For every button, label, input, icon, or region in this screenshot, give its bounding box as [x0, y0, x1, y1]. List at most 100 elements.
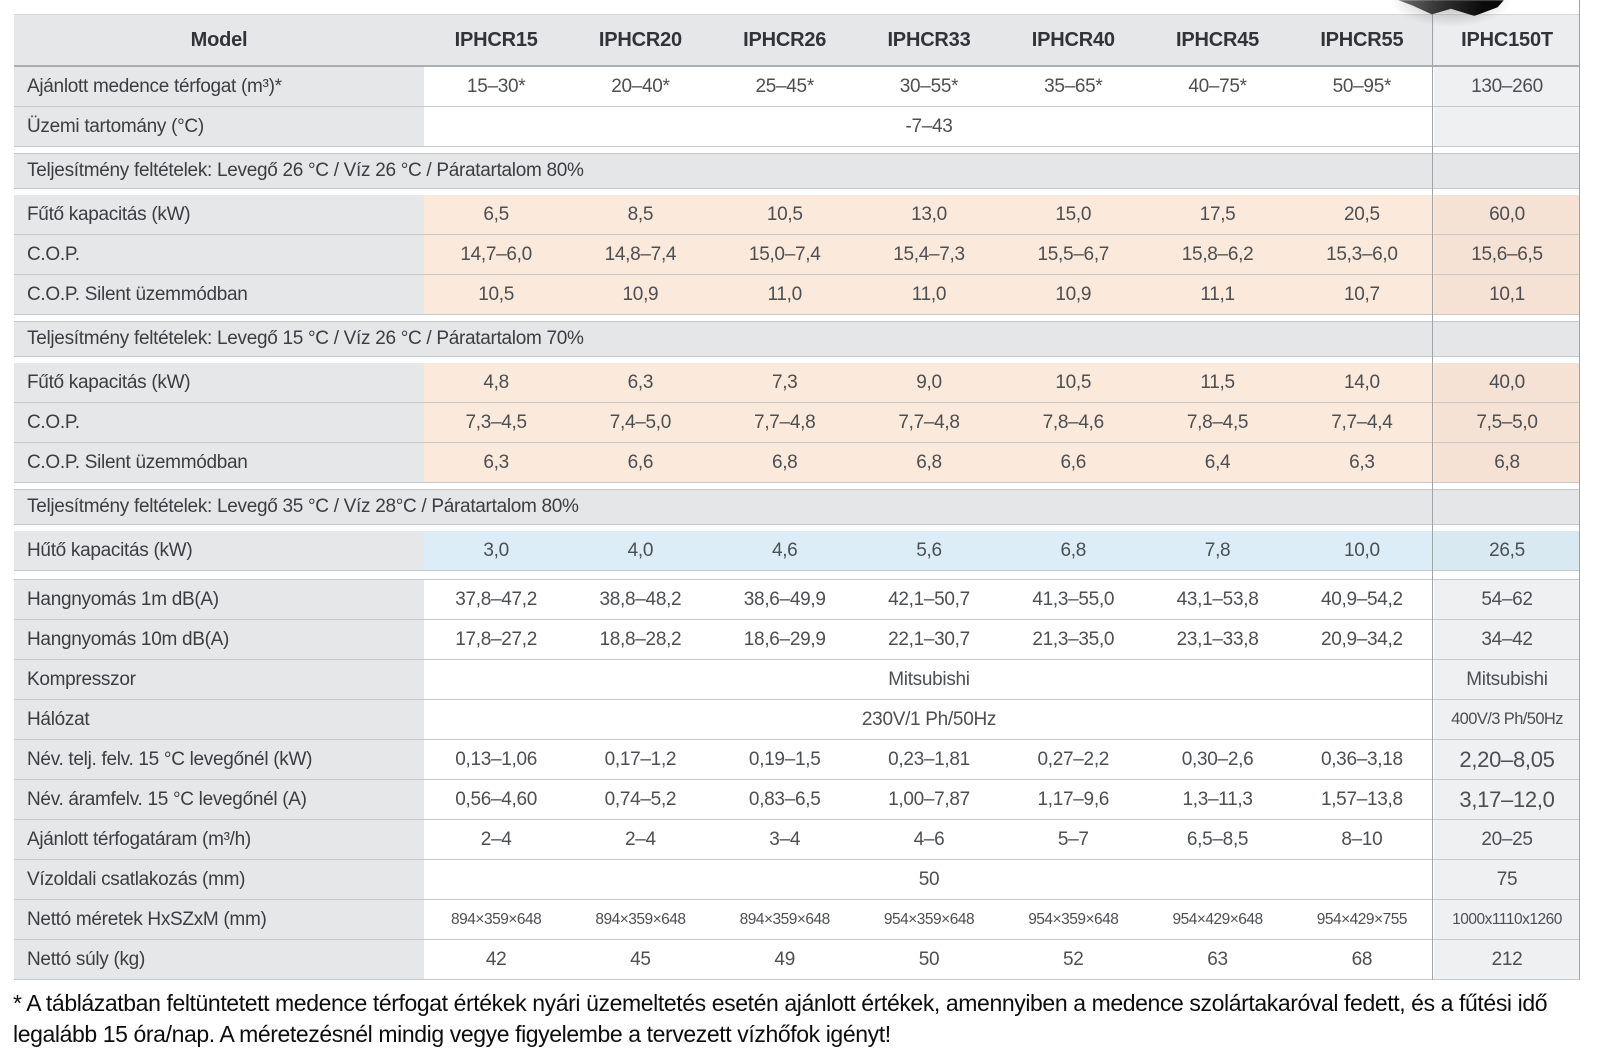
value-cell: 11,5 [1145, 363, 1290, 402]
value-cell: 6,6 [568, 443, 713, 482]
table-header-row: Model IPHCR15 IPHCR20 IPHCR26 IPHCR33 IPHCR40… [14, 14, 1580, 67]
highlight-value-cell: 1000x1110x1260 [1434, 900, 1580, 939]
highlight-value-cell: 20–25 [1434, 820, 1580, 859]
table-row: Kompresszor Mitsubishi Mitsubishi [14, 660, 1580, 700]
row-label: Hűtő kapacitás (kW) [14, 531, 424, 570]
column-header-iphcr20: IPHCR20 [598, 28, 682, 51]
value-cell: 0,56–4,60 [455, 788, 538, 810]
table-row: Fűtő kapacitás (kW) 6,5 8,5 10,5 13,0 15,0 17,… [14, 195, 1580, 235]
value-cell: 15,0–7,4 [712, 235, 857, 274]
row-label: Vízoldali csatlakozás (mm) [14, 860, 424, 899]
value-cell: 11,1 [1145, 275, 1290, 314]
value-cell: 954×359×648 [883, 910, 975, 928]
row-label: Ajánlott medence térfogat (m³)* [14, 67, 424, 106]
highlight-value-cell: 212 [1434, 940, 1580, 979]
value-cell: 11,0 [712, 275, 857, 314]
value-cell: 3,0 [424, 531, 569, 570]
value-cell: 17,8–27,2 [455, 628, 538, 650]
value-cell: 15,5–6,7 [1001, 235, 1146, 274]
value-cell: 43,1–53,8 [1176, 588, 1259, 610]
value-cell: 2–4 [625, 828, 656, 850]
highlight-value-cell: 2,20–8,05 [1434, 740, 1580, 779]
value-cell: 15,3–6,0 [1289, 235, 1434, 274]
value-cell: 1,00–7,87 [888, 788, 970, 810]
value-cell: 14,0 [1289, 363, 1434, 402]
value-cell: 3–4 [769, 828, 801, 850]
value-cell: 14,8–7,4 [568, 235, 713, 274]
value-cell: 17,5 [1145, 195, 1290, 234]
value-cell: 10,5 [1001, 363, 1146, 402]
section-header-row: Teljesítmény feltételek: Levegő 35 °C / … [14, 489, 1580, 525]
value-cell: 0,30–2,6 [1181, 748, 1254, 770]
value-cell: 8–10 [1341, 828, 1383, 850]
table-row: Fűtő kapacitás (kW) 4,8 6,3 7,3 9,0 10,5 11,5 1… [14, 363, 1580, 403]
value-cell: 7,7–4,8 [712, 403, 857, 442]
value-cell: 6,3 [424, 443, 569, 482]
value-cell: 954×429×755 [1316, 910, 1408, 928]
value-cell: 42,1–50,7 [888, 588, 970, 610]
column-header-iphcr33: IPHCR33 [887, 28, 971, 51]
value-cell: 4,8 [424, 363, 569, 402]
row-label: Ajánlott térfogatáram (m³/h) [14, 820, 424, 859]
highlight-value-cell: 60,0 [1434, 195, 1580, 234]
value-cell: 4–6 [913, 828, 945, 850]
value-cell: 18,8–28,2 [599, 628, 682, 650]
value-cell: 7,8–4,5 [1145, 403, 1290, 442]
row-label: Hangnyomás 1m dB(A) [14, 580, 424, 619]
row-label: Kompresszor [14, 660, 424, 699]
value-cell: 0,19–1,5 [748, 748, 821, 770]
value-cell: 20–40* [611, 75, 670, 97]
spanning-value-cell: 230V/1 Ph/50Hz [861, 708, 997, 730]
value-cell: 6,5–8,5 [1186, 828, 1249, 850]
highlight-value-cell: 130–260 [1434, 67, 1580, 106]
value-cell: 8,5 [568, 195, 713, 234]
table-row: Hangnyomás 10m dB(A) 17,8–27,2 18,8–28,2 18… [14, 620, 1580, 660]
value-cell: 20,5 [1289, 195, 1434, 234]
row-label: C.O.P. Silent üzemmódban [14, 443, 424, 482]
column-header-highlight: IPHC150T [1434, 15, 1580, 65]
value-cell: 6,8 [1001, 531, 1146, 570]
highlight-value-cell: Mitsubishi [1434, 660, 1580, 699]
highlight-value-cell: 7,5–5,0 [1434, 403, 1580, 442]
value-cell: 22,1–30,7 [888, 628, 970, 650]
value-cell: 9,0 [856, 363, 1002, 402]
value-cell: 42 [485, 948, 507, 970]
table-row: Hűtő kapacitás (kW) 3,0 4,0 4,6 5,6 6,8 7,8 10,… [14, 531, 1580, 571]
value-cell: 11,0 [856, 275, 1002, 314]
column-header-iphcr45: IPHCR45 [1176, 28, 1260, 51]
table-row: Nettó méretek HxSZxM (mm) 894×359×648 894×… [14, 900, 1580, 940]
table-row: C.O.P. Silent üzemmódban 6,3 6,6 6,8 6,8 6,6 6… [14, 443, 1580, 483]
value-cell: 30–55* [899, 75, 959, 97]
value-cell: 7,7–4,4 [1289, 403, 1434, 442]
section-header-row: Teljesítmény feltételek: Levegő 26 °C / … [14, 153, 1580, 189]
row-label: Nettó méretek HxSZxM (mm) [14, 900, 424, 939]
value-cell: 50 [918, 948, 940, 970]
value-cell: 41,3–55,0 [1032, 588, 1115, 610]
value-cell: 10,9 [568, 275, 713, 314]
value-cell: 37,8–47,2 [455, 588, 538, 610]
value-cell: 23,1–33,8 [1176, 628, 1259, 650]
row-label: Nettó súly (kg) [14, 940, 424, 979]
value-cell: 10,5 [424, 275, 569, 314]
row-label: Fűtő kapacitás (kW) [14, 195, 424, 234]
value-cell: 894×359×648 [595, 910, 686, 928]
table-row: Név. telj. felv. 15 °C levegőnél (kW) 0,1… [14, 740, 1580, 780]
value-cell: 0,36–3,18 [1320, 748, 1403, 770]
value-cell: 63 [1207, 948, 1228, 970]
value-cell: 0,74–5,2 [604, 788, 677, 810]
highlight-value-cell: 3,17–12,0 [1434, 780, 1580, 819]
value-cell: 1,17–9,6 [1037, 788, 1110, 810]
column-header-iphcr15: IPHCR15 [454, 28, 538, 51]
table-row: Vízoldali csatlakozás (mm) 50 75 [14, 860, 1580, 900]
row-label: Fűtő kapacitás (kW) [14, 363, 424, 402]
value-cell: 18,6–29,9 [743, 628, 826, 650]
value-cell: 0,83–6,5 [748, 788, 821, 810]
row-label: C.O.P. [14, 403, 424, 442]
value-cell: 6,3 [568, 363, 713, 402]
value-cell: 35–65* [1044, 75, 1103, 97]
column-header-iphcr26: IPHCR26 [743, 28, 827, 51]
table-row: C.O.P. 14,7–6,0 14,8–7,4 15,0–7,4 15,4–7,3 15… [14, 235, 1580, 275]
value-cell: 45 [630, 948, 651, 970]
value-cell: 21,3–35,0 [1032, 628, 1115, 650]
value-cell: 2–4 [480, 828, 512, 850]
